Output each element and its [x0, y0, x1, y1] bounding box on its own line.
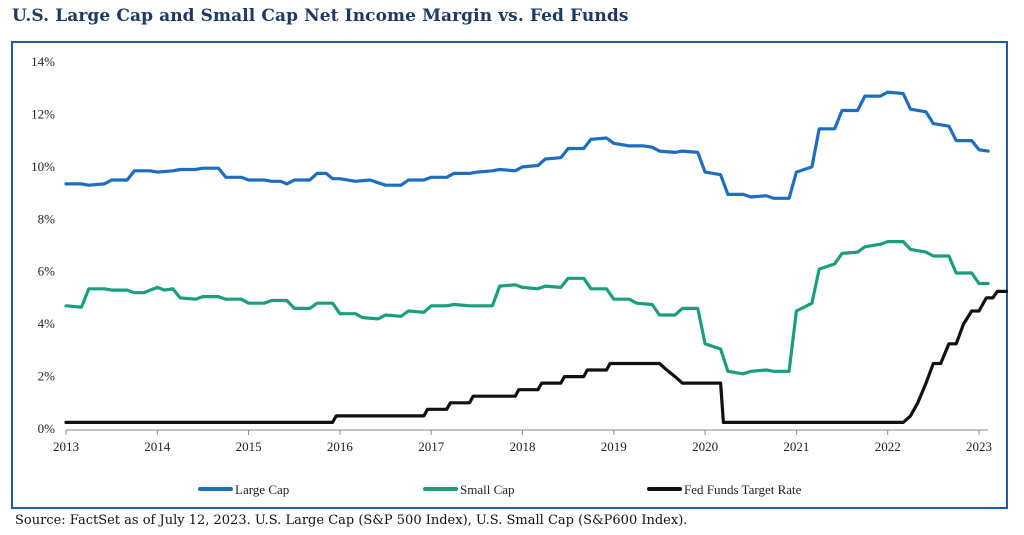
x-tick-label: 2019 [601, 439, 627, 454]
series-line-fed-funds-target-rate [64, 289, 1008, 424]
x-tick-label: 2015 [236, 439, 262, 454]
x-tick-label: 2021 [783, 439, 809, 454]
x-tick-label: 2022 [875, 439, 901, 454]
legend-label: Small Cap [460, 482, 515, 497]
x-tick-label: 2023 [966, 439, 992, 454]
chart-frame [11, 41, 1008, 509]
legend: Large Cap Small Cap Fed Funds Target Rate [198, 482, 802, 497]
y-tick-label: 8% [38, 211, 56, 226]
series-layer [64, 90, 1008, 424]
x-tick-label: 2013 [53, 439, 79, 454]
x-tick-label: 2016 [327, 439, 354, 454]
y-tick-label: 6% [38, 264, 56, 279]
y-tick-label: 12% [31, 106, 55, 121]
series-line-small-cap [64, 240, 990, 376]
y-axis-ticks: 0% 2% 4% 6% 8% 10% 12% 14% [31, 54, 55, 436]
legend-label: Fed Funds Target Rate [684, 482, 802, 497]
series-line-large-cap [64, 90, 990, 200]
y-tick-label: 2% [38, 369, 56, 384]
source-note: Source: FactSet as of July 12, 2023. U.S… [15, 513, 688, 528]
legend-label: Large Cap [235, 482, 289, 497]
y-tick-label: 0% [38, 421, 56, 436]
x-tick-label: 2017 [418, 439, 445, 454]
x-axis-ticks: 2013 2014 2015 2016 2017 2018 2019 2020 2021 2022… [53, 430, 992, 454]
y-tick-label: 14% [31, 54, 55, 69]
x-tick-label: 2014 [144, 439, 171, 454]
chart-title: U.S. Large Cap and Small Cap Net Income … [12, 6, 629, 26]
x-tick-label: 2020 [692, 439, 718, 454]
y-tick-label: 4% [38, 316, 56, 331]
y-tick-label: 10% [31, 159, 55, 174]
x-tick-label: 2018 [510, 439, 536, 454]
